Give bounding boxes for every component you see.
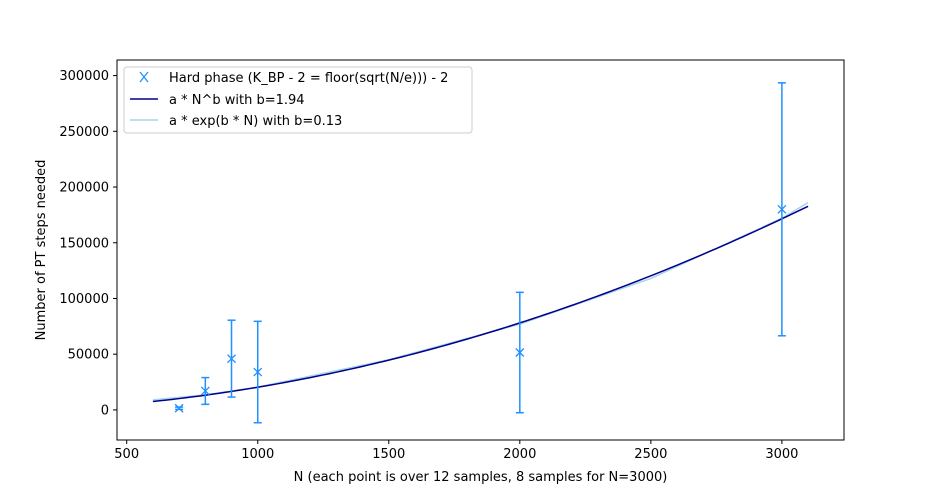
x-marker-stroke (777, 204, 787, 214)
x-tick-label: 1500 (372, 447, 405, 462)
legend-marker-hard-phase (139, 71, 149, 83)
x-marker-stroke (174, 403, 184, 413)
legend-label-hard-phase: Hard phase (K_BP - 2 = floor(sqrt(N/e)))… (169, 71, 448, 86)
y-tick-label: 100000 (59, 292, 109, 307)
axes-frame (116, 59, 845, 441)
y-tick-label: 300000 (59, 69, 109, 84)
data-point (174, 403, 184, 413)
x-marker-stroke (200, 386, 210, 396)
x-tick-label: 2500 (634, 447, 667, 462)
y-tick-label: 200000 (59, 181, 109, 196)
y-tick-label: 150000 (59, 236, 109, 251)
data-point (777, 82, 787, 337)
data-point (227, 319, 236, 398)
x-marker-stroke (515, 348, 525, 357)
y-tick-label: 250000 (59, 125, 109, 140)
x-tick-label: 2000 (503, 447, 536, 462)
y-tick-label: 50000 (68, 348, 109, 363)
x-axis-label: N (each point is over 12 samples, 8 samp… (294, 470, 668, 485)
x-marker-stroke (253, 367, 263, 377)
plot-area (152, 82, 809, 424)
data-point (200, 376, 210, 406)
x-tick-label: 500 (114, 447, 139, 462)
data-point (515, 291, 525, 414)
legend-box (123, 66, 473, 134)
legend-label-power-fit: a * N^b with b=1.94 (169, 93, 305, 108)
y-axis-label: Number of PT steps needed (34, 160, 49, 341)
legend-label-exp-fit: a * exp(b * N) with b=0.13 (169, 114, 342, 129)
data-point (253, 320, 263, 424)
x-marker-stroke (227, 354, 236, 364)
x-tick-label: 1000 (241, 447, 274, 462)
axis-ticks: 500 1000 1500 2000 2500 3000 0 50000 100000 15000… (59, 69, 798, 462)
legend: Hard phase (K_BP - 2 = floor(sqrt(N/e)))… (123, 66, 473, 134)
power-fit-line (152, 205, 809, 403)
y-tick-label: 0 (101, 403, 109, 418)
x-tick-label: 3000 (765, 447, 798, 462)
